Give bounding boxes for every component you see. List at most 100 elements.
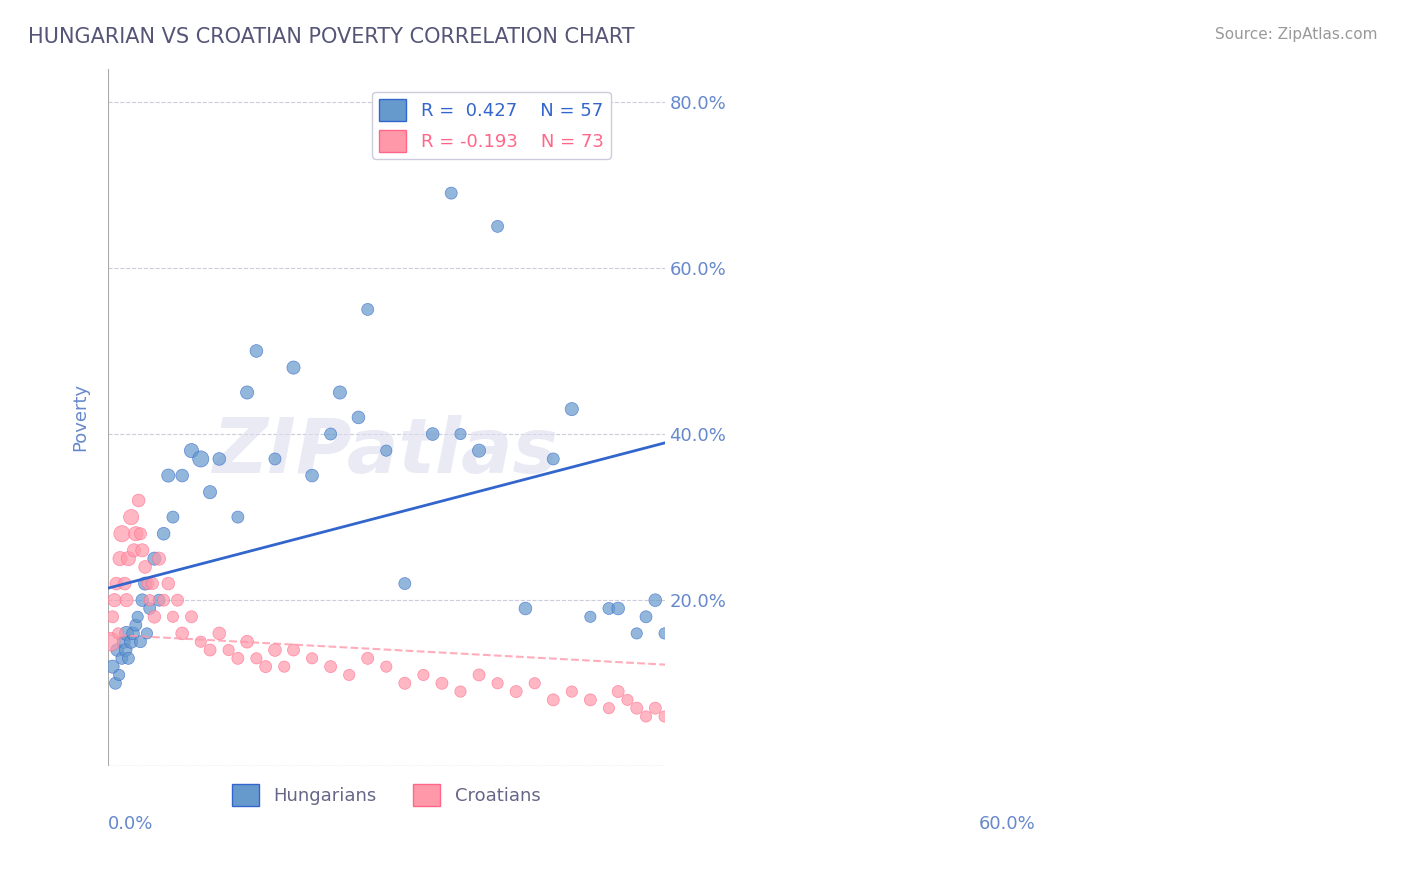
Point xyxy=(172,626,194,640)
Point xyxy=(737,734,759,748)
Point xyxy=(101,609,124,624)
Point xyxy=(616,693,638,707)
Point xyxy=(148,551,170,566)
Point xyxy=(134,560,156,574)
Point xyxy=(157,468,180,483)
Point xyxy=(561,684,583,698)
Point xyxy=(208,626,231,640)
Point xyxy=(486,219,509,234)
Point xyxy=(468,443,491,458)
Point xyxy=(486,676,509,690)
Point xyxy=(114,643,136,657)
Point xyxy=(136,626,159,640)
Point xyxy=(607,601,630,615)
Text: ZIPatlas: ZIPatlas xyxy=(214,416,560,490)
Point xyxy=(162,609,184,624)
Point xyxy=(450,684,472,698)
Point xyxy=(515,601,537,615)
Point xyxy=(254,659,277,673)
Point xyxy=(138,601,160,615)
Point xyxy=(162,510,184,524)
Point xyxy=(120,634,142,648)
Point xyxy=(375,659,398,673)
Point xyxy=(505,684,527,698)
Point xyxy=(125,526,148,541)
Point xyxy=(108,551,131,566)
Point xyxy=(468,668,491,682)
Point xyxy=(662,651,685,665)
Point xyxy=(122,543,145,558)
Point xyxy=(598,701,620,715)
Point xyxy=(114,576,136,591)
Point xyxy=(283,360,305,375)
Text: HUNGARIAN VS CROATIAN POVERTY CORRELATION CHART: HUNGARIAN VS CROATIAN POVERTY CORRELATIO… xyxy=(28,27,634,46)
Point xyxy=(107,626,129,640)
Point xyxy=(166,593,188,607)
Point xyxy=(136,576,159,591)
Point xyxy=(718,726,741,740)
Point xyxy=(357,302,380,317)
Point xyxy=(152,526,174,541)
Point xyxy=(283,643,305,657)
Y-axis label: Poverty: Poverty xyxy=(72,384,89,451)
Point xyxy=(727,734,749,748)
Point xyxy=(141,576,163,591)
Point xyxy=(347,410,370,425)
Point xyxy=(394,576,416,591)
Point xyxy=(440,186,463,201)
Point xyxy=(245,651,267,665)
Point xyxy=(607,684,630,698)
Point xyxy=(672,709,695,723)
Point xyxy=(412,668,434,682)
Point xyxy=(152,593,174,607)
Point xyxy=(626,626,648,640)
Point xyxy=(644,701,666,715)
Text: 60.0%: 60.0% xyxy=(979,815,1036,833)
Point xyxy=(105,643,128,657)
Point xyxy=(654,626,676,640)
Point xyxy=(422,427,444,442)
Point xyxy=(747,742,769,756)
Point xyxy=(319,427,342,442)
Point xyxy=(319,659,342,673)
Point xyxy=(357,651,380,665)
Point xyxy=(134,576,156,591)
Point xyxy=(100,634,122,648)
Point xyxy=(138,593,160,607)
Point xyxy=(157,576,180,591)
Point xyxy=(690,726,713,740)
Point xyxy=(104,676,127,690)
Point xyxy=(541,693,564,707)
Point xyxy=(208,452,231,467)
Point xyxy=(105,576,128,591)
Point xyxy=(579,609,602,624)
Point xyxy=(143,551,166,566)
Point xyxy=(394,676,416,690)
Point xyxy=(127,609,149,624)
Point xyxy=(681,718,703,732)
Point xyxy=(245,343,267,358)
Point xyxy=(131,543,153,558)
Point xyxy=(700,718,723,732)
Point xyxy=(634,709,657,723)
Point xyxy=(111,651,134,665)
Point xyxy=(329,385,352,400)
Point xyxy=(198,485,221,500)
Point xyxy=(125,618,148,632)
Point xyxy=(662,718,685,732)
Point xyxy=(115,593,138,607)
Point xyxy=(236,385,259,400)
Point xyxy=(430,676,453,690)
Point xyxy=(129,526,152,541)
Point xyxy=(273,659,295,673)
Point xyxy=(672,634,695,648)
Point xyxy=(148,593,170,607)
Text: Source: ZipAtlas.com: Source: ZipAtlas.com xyxy=(1215,27,1378,42)
Point xyxy=(108,668,131,682)
Point xyxy=(301,651,323,665)
Text: 0.0%: 0.0% xyxy=(108,815,153,833)
Point xyxy=(226,651,249,665)
Point xyxy=(634,609,657,624)
Point xyxy=(143,609,166,624)
Point xyxy=(523,676,546,690)
